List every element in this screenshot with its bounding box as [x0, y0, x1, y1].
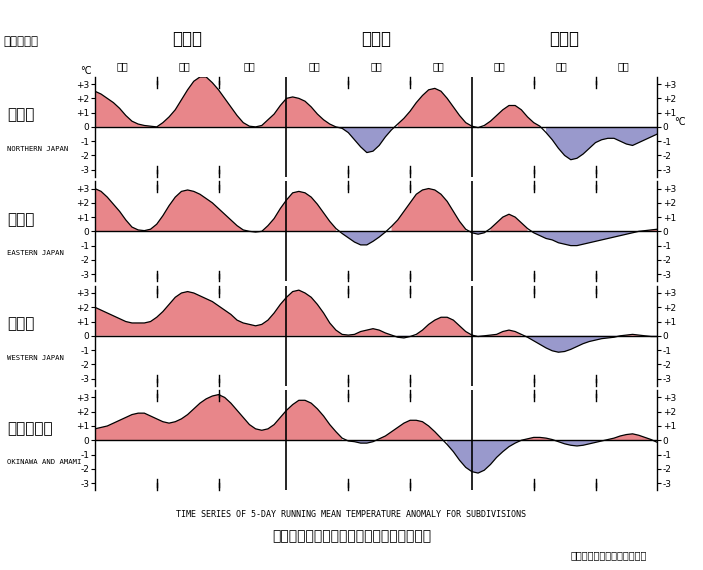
- Text: 下旬: 下旬: [432, 61, 444, 71]
- Text: 沖縄・奠美: 沖縄・奠美: [7, 421, 53, 436]
- Text: TIME SERIES OF 5-DAY RUNNING MEAN TEMPERATURE ANOMALY FOR SUBDIVISIONS: TIME SERIES OF 5-DAY RUNNING MEAN TEMPER…: [176, 510, 527, 519]
- Text: 地域平均気温平年差の５日移動平均時系列: 地域平均気温平年差の５日移動平均時系列: [272, 529, 431, 543]
- Text: 北日本: 北日本: [7, 107, 34, 123]
- Text: WESTERN JAPAN: WESTERN JAPAN: [7, 355, 64, 361]
- Text: EASTERN JAPAN: EASTERN JAPAN: [7, 250, 64, 256]
- Text: 上旬: 上旬: [309, 61, 320, 71]
- Y-axis label: °C: °C: [674, 117, 686, 127]
- Text: OKINAWA AND AMAMI: OKINAWA AND AMAMI: [7, 459, 82, 465]
- Text: NORTHERN JAPAN: NORTHERN JAPAN: [7, 146, 68, 152]
- Text: ２０２４年: ２０２４年: [4, 35, 39, 48]
- Text: 中旬: 中旬: [179, 61, 191, 71]
- Text: 下旬: 下旬: [243, 61, 255, 71]
- Text: 上旬: 上旬: [117, 61, 129, 71]
- Text: １２月: １２月: [550, 30, 579, 48]
- Text: 中旬: 中旬: [555, 61, 567, 71]
- Text: 上旬: 上旬: [494, 61, 505, 71]
- Text: １０月: １０月: [173, 30, 202, 48]
- Text: 下旬: 下旬: [617, 61, 629, 71]
- Text: 中旬: 中旬: [370, 61, 382, 71]
- Text: １１月: １１月: [361, 30, 391, 48]
- Text: 西日本: 西日本: [7, 316, 34, 331]
- Text: °C: °C: [80, 66, 92, 76]
- Text: 東日本: 東日本: [7, 212, 34, 227]
- Text: 更新日：２０２５年１月６日: 更新日：２０２５年１月６日: [570, 550, 647, 560]
